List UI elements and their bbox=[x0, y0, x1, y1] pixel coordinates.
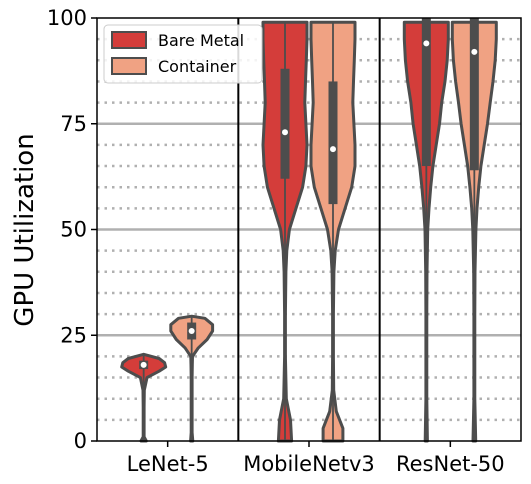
tick-labels: 0 25 50 75 100 LeNet-5 MobileNetv3 ResNet-50 bbox=[47, 6, 505, 476]
legend-label-bare-metal: Bare Metal bbox=[158, 31, 244, 50]
grid-lines bbox=[97, 37, 521, 422]
legend-label-container: Container bbox=[158, 57, 237, 76]
y-tick-label: 50 bbox=[60, 218, 87, 242]
x-tick-label: MobileNetv3 bbox=[243, 452, 375, 476]
y-axis-label: GPU Utilization bbox=[10, 133, 40, 326]
violin-iqr-box bbox=[328, 81, 338, 205]
x-tick-label: ResNet-50 bbox=[396, 452, 505, 476]
violin-median-point bbox=[140, 361, 147, 368]
y-tick-label: 75 bbox=[60, 112, 87, 136]
violin-bare-metal-lenet-5 bbox=[120, 352, 168, 443]
violin-median-point bbox=[471, 48, 478, 55]
violin-iqr-box bbox=[421, 18, 431, 167]
x-tick-label: LeNet-5 bbox=[127, 452, 209, 476]
violin-iqr-box bbox=[469, 18, 479, 171]
violin-median-point bbox=[423, 40, 430, 47]
violin-median-point bbox=[282, 129, 288, 136]
violin-bare-metal-resnet-50 bbox=[402, 18, 450, 443]
violin-container-resnet-50 bbox=[450, 18, 498, 443]
violin-median-point bbox=[188, 328, 195, 335]
violin-median-point bbox=[330, 146, 336, 153]
legend-swatch-bare-metal bbox=[111, 31, 147, 49]
y-tick-label: 25 bbox=[60, 323, 87, 347]
y-tick-label: 100 bbox=[47, 6, 87, 30]
violin-bare-metal-mobilenetv3 bbox=[261, 20, 309, 443]
violin-iqr-box bbox=[280, 68, 290, 179]
legend: Bare Metal Container bbox=[103, 24, 263, 84]
violin-container-lenet-5 bbox=[169, 314, 215, 443]
y-tick-label: 0 bbox=[74, 429, 87, 453]
legend-swatch-container bbox=[111, 57, 147, 75]
violin-container-mobilenetv3 bbox=[309, 20, 357, 443]
violin-plot-area bbox=[120, 18, 498, 443]
